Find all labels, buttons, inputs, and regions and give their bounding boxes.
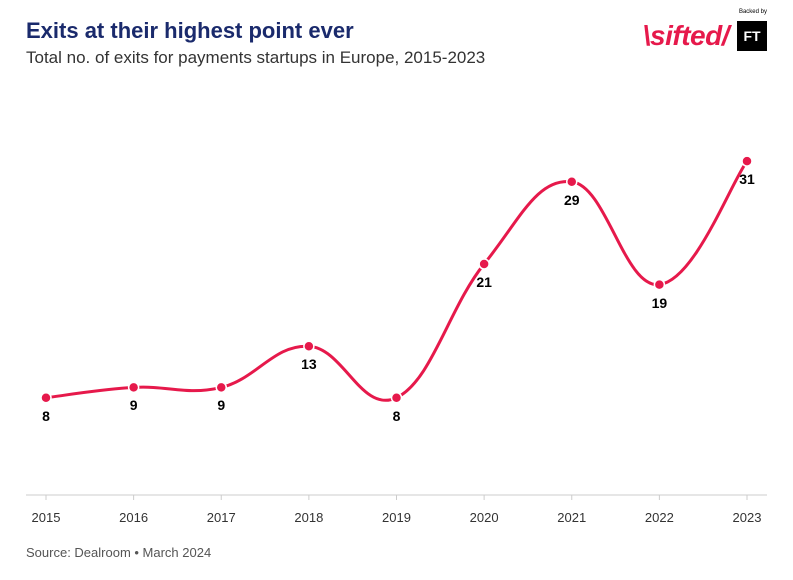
data-marker [654, 280, 664, 290]
x-tick-label: 2018 [289, 510, 329, 525]
data-label: 21 [476, 274, 492, 290]
data-label: 9 [130, 397, 138, 413]
data-label: 29 [564, 192, 580, 208]
data-label: 19 [652, 295, 668, 311]
brand-block: \sifted/ Backed by FT [643, 20, 767, 52]
x-tick-label: 2015 [26, 510, 66, 525]
data-label: 9 [217, 397, 225, 413]
data-label: 31 [739, 171, 755, 187]
x-tick-label: 2016 [114, 510, 154, 525]
x-tick-label: 2020 [464, 510, 504, 525]
x-tick-label: 2023 [727, 510, 767, 525]
data-marker [41, 393, 51, 403]
x-tick-label: 2022 [639, 510, 679, 525]
data-marker [567, 177, 577, 187]
backed-by-label: Backed by [739, 9, 767, 15]
line-path [46, 161, 747, 400]
data-label: 13 [301, 356, 317, 372]
data-marker [304, 341, 314, 351]
sifted-logo: \sifted/ [643, 20, 729, 52]
x-axis-labels: 2015 2016 2017 2018 2019 2020 2021 2022 2023 [26, 510, 767, 525]
data-label: 8 [393, 408, 401, 424]
data-marker [129, 382, 139, 392]
ft-logo: FT [737, 21, 767, 51]
data-label: 8 [42, 408, 50, 424]
x-tick-label: 2019 [377, 510, 417, 525]
data-marker [479, 259, 489, 269]
data-marker [392, 393, 402, 403]
x-tick-label: 2017 [201, 510, 241, 525]
data-marker [742, 156, 752, 166]
data-marker [216, 382, 226, 392]
source-text: Source: Dealroom • March 2024 [26, 545, 211, 560]
x-tick-label: 2021 [552, 510, 592, 525]
